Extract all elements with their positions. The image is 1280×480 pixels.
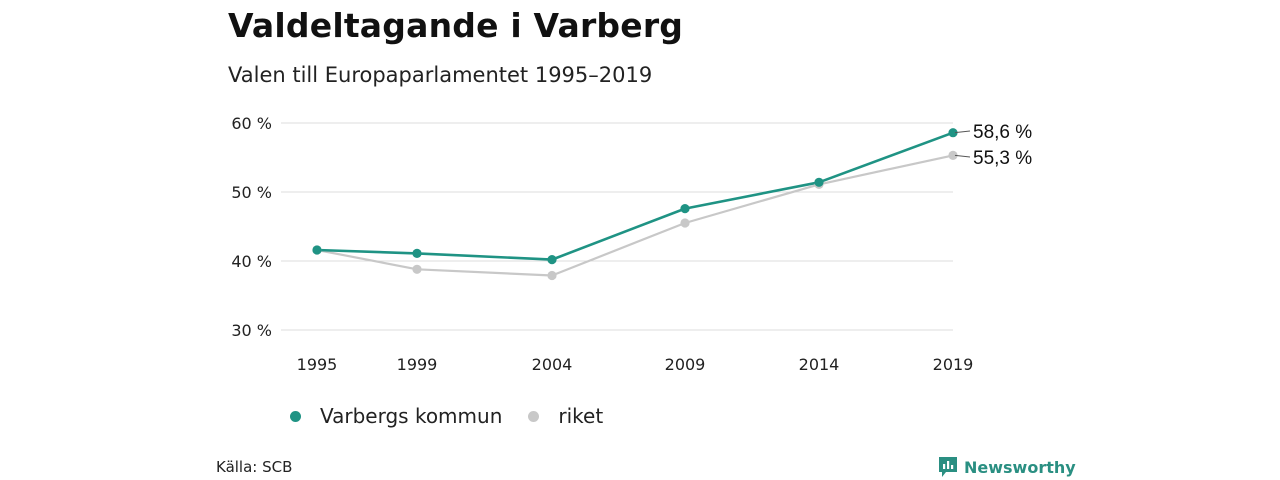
x-tick-label: 1999 (397, 355, 438, 374)
legend-label-riket: riket (558, 404, 604, 428)
newsworthy-logo: Newsworthy (938, 456, 1076, 478)
data-point-varberg (948, 128, 958, 138)
y-tick-label: 40 % (231, 252, 272, 271)
chart-subtitle: Valen till Europaparlamentet 1995–2019 (228, 63, 653, 87)
data-point-riket (680, 218, 690, 228)
legend-item-varberg: Varbergs kommun (290, 404, 502, 428)
x-tick-label: 2004 (532, 355, 573, 374)
x-tick-label: 1995 (297, 355, 338, 374)
chart-title: Valdeltagande i Varberg (228, 6, 684, 45)
legend-marker-riket (528, 410, 540, 422)
source-note: Källa: SCB (216, 458, 293, 476)
x-tick-label: 2009 (665, 355, 706, 374)
end-label-leader-riket (954, 154, 971, 158)
brand-name: Newsworthy (964, 457, 1076, 477)
data-point-varberg (312, 245, 322, 255)
data-point-varberg (547, 255, 557, 265)
x-tick-label: 2019 (933, 355, 974, 374)
x-tick-label: 2014 (799, 355, 840, 374)
y-tick-label: 60 % (231, 114, 272, 133)
legend-label-varberg: Varbergs kommun (320, 404, 503, 428)
data-point-riket (547, 270, 557, 281)
end-label-riket: 55,3 % (973, 148, 1032, 169)
data-point-varberg (412, 248, 422, 258)
data-point-riket (948, 150, 958, 160)
data-point-varberg (680, 204, 690, 214)
legend-marker-varberg (290, 410, 301, 422)
data-point-varberg (814, 177, 824, 187)
series-line-varberg (316, 131, 954, 261)
legend: Varbergs kommun riket (290, 404, 629, 428)
data-point-riket (412, 264, 422, 274)
legend-item-riket: riket (528, 404, 603, 428)
line-chart: 30 % 40 % 50 % 60 % 1995 1999 2004 2009 2014 201… (231, 114, 1032, 374)
end-label-varberg: 58,6 % (973, 122, 1032, 143)
series-line-riket (316, 154, 954, 277)
newsworthy-icon (939, 457, 957, 477)
end-label-leader-varberg (954, 130, 971, 134)
y-tick-label: 50 % (231, 183, 272, 202)
y-tick-label: 30 % (231, 321, 272, 340)
